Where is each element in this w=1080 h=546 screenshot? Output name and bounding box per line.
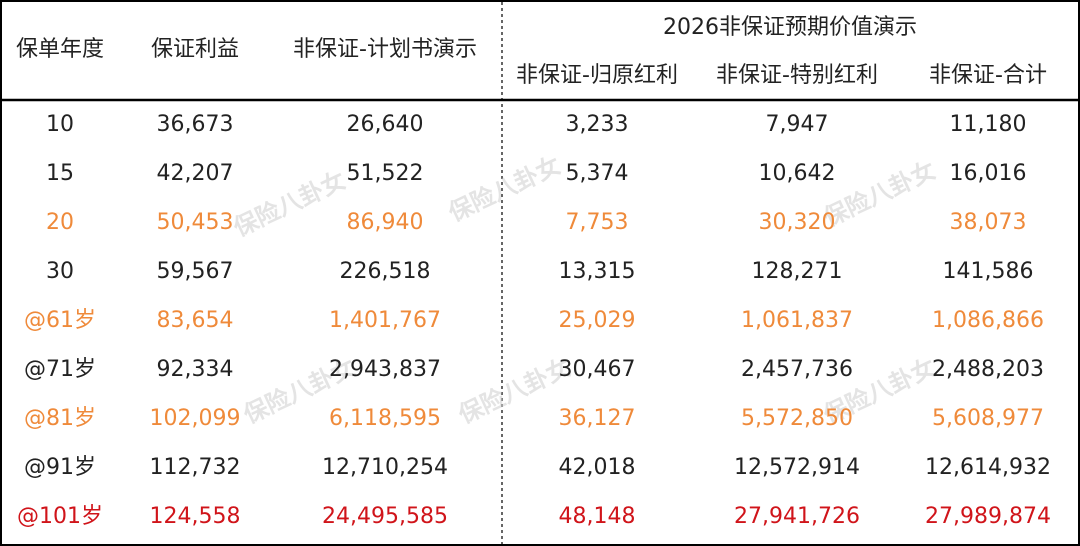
- cell: 30,320: [759, 210, 836, 235]
- cell: 2,457,736: [741, 357, 853, 382]
- cell: 1,401,767: [329, 308, 441, 333]
- cell: 59,567: [157, 259, 234, 284]
- cell: 102,099: [150, 406, 241, 431]
- cell: 50,453: [157, 210, 234, 235]
- cell: 226,518: [340, 259, 431, 284]
- cell: 10,642: [759, 161, 836, 186]
- group-header: 2026非保证预期价值演示: [663, 15, 917, 40]
- column-header: 非保证-归原红利: [516, 63, 678, 88]
- cell: 42,018: [559, 455, 636, 480]
- cell: 48,148: [559, 504, 636, 529]
- cell: 86,940: [347, 210, 424, 235]
- watermark: 保险八卦女: [453, 353, 574, 430]
- column-header: 非保证-特别红利: [716, 63, 878, 88]
- cell: 2,488,203: [932, 357, 1044, 382]
- watermark: 保险八卦女: [818, 156, 939, 233]
- cell: 30: [46, 259, 74, 284]
- cell: 13,315: [559, 259, 636, 284]
- cell: @61岁: [24, 308, 96, 333]
- cell: 42,207: [157, 161, 234, 186]
- cell: 27,941,726: [734, 504, 860, 529]
- cell: 30,467: [559, 357, 636, 382]
- cell: @81岁: [24, 406, 96, 431]
- cell: 12,710,254: [322, 455, 448, 480]
- cell: 1,061,837: [741, 308, 853, 333]
- column-header: 保证利益: [151, 37, 239, 62]
- cell: 12,572,914: [734, 455, 860, 480]
- cell: 7,753: [566, 210, 629, 235]
- column-header: 保单年度: [16, 37, 104, 62]
- cell: 15: [46, 161, 74, 186]
- cell: 27,989,874: [925, 504, 1051, 529]
- cell: 51,522: [347, 161, 424, 186]
- cell: 128,271: [752, 259, 843, 284]
- cell: 1,086,866: [932, 308, 1044, 333]
- cell: 3,233: [566, 112, 629, 137]
- cell: 11,180: [950, 112, 1027, 137]
- cell: 20: [46, 210, 74, 235]
- column-header: 非保证-计划书演示: [293, 37, 477, 62]
- cell: 36,127: [559, 406, 636, 431]
- cell: 141,586: [943, 259, 1034, 284]
- cell: 36,673: [157, 112, 234, 137]
- cell: 24,495,585: [322, 504, 448, 529]
- column-header: 非保证-合计: [929, 63, 1047, 88]
- cell: 38,073: [950, 210, 1027, 235]
- cell: 5,572,850: [741, 406, 853, 431]
- cell: @71岁: [24, 357, 96, 382]
- cell: @101岁: [17, 504, 103, 529]
- cell: 12,614,932: [925, 455, 1051, 480]
- cell: @91岁: [24, 455, 96, 480]
- cell: 7,947: [766, 112, 829, 137]
- cell: 6,118,595: [329, 406, 441, 431]
- cell: 92,334: [157, 357, 234, 382]
- cell: 25,029: [559, 308, 636, 333]
- cell: 83,654: [157, 308, 234, 333]
- watermark: 保险八卦女: [443, 151, 564, 228]
- cell: 112,732: [150, 455, 241, 480]
- cell: 5,608,977: [932, 406, 1044, 431]
- cell: 124,558: [150, 504, 241, 529]
- cell: 26,640: [347, 112, 424, 137]
- cell: 2,943,837: [329, 357, 441, 382]
- cell: 10: [46, 112, 74, 137]
- watermark: 保险八卦女: [228, 166, 349, 243]
- cell: 5,374: [566, 161, 629, 186]
- cell: 16,016: [950, 161, 1027, 186]
